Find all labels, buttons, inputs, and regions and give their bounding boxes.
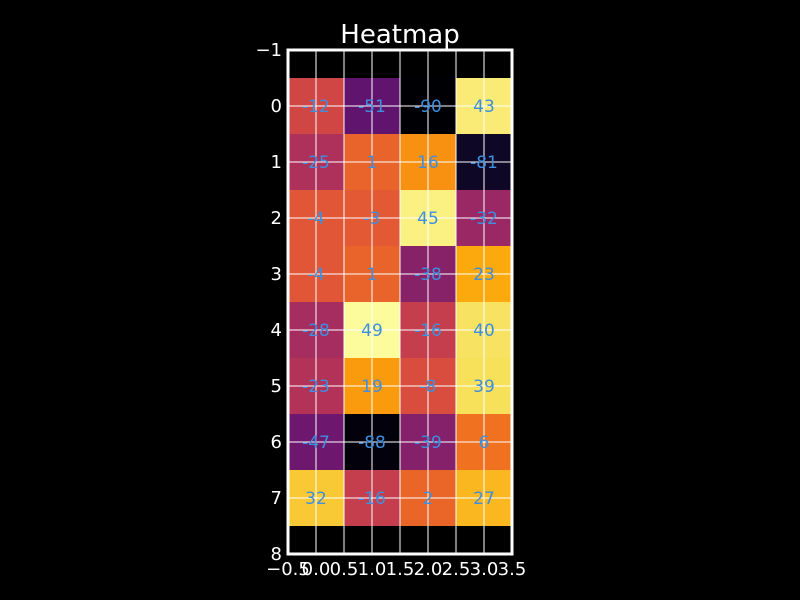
cell-value-label: 16: [417, 153, 439, 173]
y-tick-label: 2: [271, 208, 282, 229]
cell-value-label: -4: [308, 265, 325, 285]
cell-value-label: -12: [302, 97, 330, 117]
cell-value-label: -25: [302, 153, 330, 173]
cell-value-label: 40: [473, 321, 495, 341]
cell-value-label: -38: [414, 265, 442, 285]
x-tick-label: 1.0: [358, 559, 387, 580]
cell-value-label: -28: [302, 321, 330, 341]
cell-value-labels: -12 -51 -90 43 -25 1 16 -81 -4 -3 45 -32 -4 1 -38 23 -28…: [302, 97, 498, 509]
cell-value-label: 45: [417, 209, 439, 229]
cell-value-label: -32: [470, 209, 498, 229]
y-tick-label: −1: [255, 40, 282, 61]
cell-value-label: 43: [473, 97, 495, 117]
cell-value-label: -47: [302, 433, 330, 453]
cell-value-label: -88: [358, 433, 386, 453]
y-tick-label: 7: [271, 488, 282, 509]
y-tick-label: 3: [271, 264, 282, 285]
x-tick-label: 0.5: [330, 559, 359, 580]
cell-value-label: -4: [308, 209, 325, 229]
plot-frame: [286, 48, 514, 556]
cell-value-label: -8: [420, 377, 437, 397]
y-tick-label: 4: [271, 320, 282, 341]
cell-value-label: -16: [414, 321, 442, 341]
y-tick-label: 1: [271, 152, 282, 173]
cell-value-label: 19: [361, 377, 383, 397]
x-tick-label: 3.5: [498, 559, 527, 580]
y-axis-ticks: −1 0 1 2 3 4 5 6 7 8: [255, 40, 282, 565]
x-tick-label: 2.5: [442, 559, 471, 580]
cell-value-label: -3: [364, 209, 381, 229]
cell-value-label: 32: [305, 489, 327, 509]
cell-value-label: 6: [479, 433, 490, 453]
cell-value-label: -16: [358, 489, 386, 509]
cell-value-label: -39: [414, 433, 442, 453]
cell-value-label: -81: [470, 153, 498, 173]
cell-value-label: -90: [414, 97, 442, 117]
x-axis-ticks: −0.50.0 0.5 1.0 1.5 2.0 2.5 3.0 3.5: [266, 559, 526, 580]
cell-value-label: -51: [358, 97, 386, 117]
cell-value-label: 23: [473, 265, 495, 285]
y-tick-label: 8: [271, 544, 282, 565]
cell-value-label: 39: [473, 377, 495, 397]
cell-value-label: 1: [367, 153, 378, 173]
x-tick-label: −0.5: [266, 559, 310, 580]
cell-value-label: -23: [302, 377, 330, 397]
cell-value-label: 49: [361, 321, 383, 341]
cell-value-label: 2: [423, 489, 434, 509]
chart-title: Heatmap: [340, 20, 459, 50]
x-tick-label: 2.0: [414, 559, 443, 580]
cell-value-label: 1: [367, 265, 378, 285]
x-tick-label: 3.0: [470, 559, 499, 580]
x-tick-label: 0.0: [302, 559, 331, 580]
y-tick-label: 6: [271, 432, 282, 453]
cell-value-label: 27: [473, 489, 495, 509]
x-tick-label: 1.5: [386, 559, 415, 580]
y-tick-label: 5: [271, 376, 282, 397]
y-tick-label: 0: [271, 96, 282, 117]
